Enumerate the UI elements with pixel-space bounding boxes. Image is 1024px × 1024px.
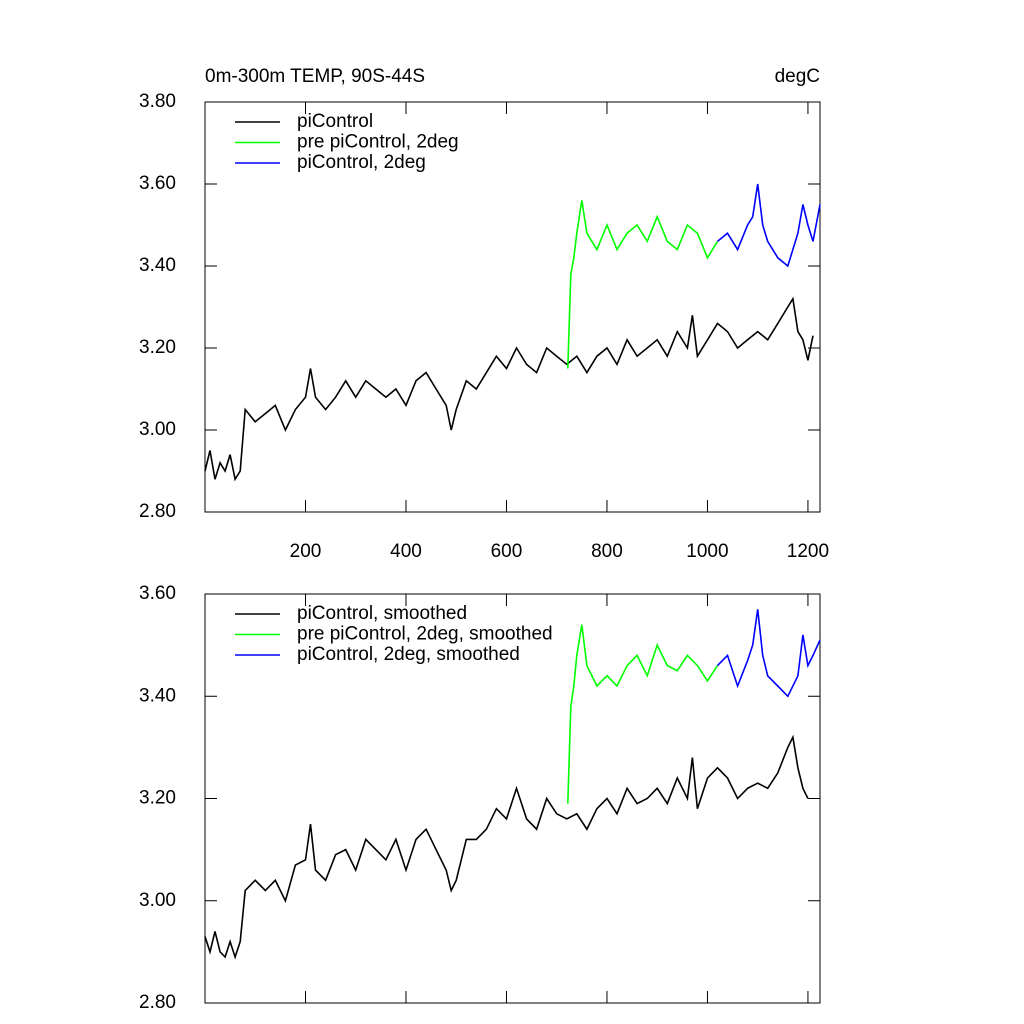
series-line [716,609,821,698]
x-tick-label: 800 [591,541,623,562]
y-tick-label: 3.40 [139,255,176,276]
x-tick-label: 400 [390,541,422,562]
y-tick-label: 3.80 [139,91,176,112]
units-label: degC [775,66,820,87]
y-tick-label: 3.00 [139,890,176,911]
legend-label: piControl, 2deg, smoothed [297,644,520,665]
x-tick-label: 1200 [787,541,829,562]
legend-label: pre piControl, 2deg, smoothed [297,624,553,645]
series-line [567,624,719,804]
series-line [204,296,814,482]
y-tick-label: 3.60 [139,173,176,194]
y-tick-label: 2.80 [139,992,176,1013]
legend-label: piControl, smoothed [297,603,467,624]
series-line [716,183,821,268]
y-tick-label: 3.20 [139,337,176,358]
y-tick-label: 3.00 [139,419,176,440]
legend-label: pre piControl, 2deg [297,132,459,153]
series-line [204,734,809,960]
y-tick-label: 3.40 [139,685,176,706]
x-tick-label: 1000 [686,541,728,562]
plot-frame [204,101,821,513]
x-tick-label: 200 [290,541,322,562]
legend-label: piControl, 2deg [297,152,426,173]
y-tick-label: 2.80 [139,501,176,522]
x-tick-label: 600 [491,541,523,562]
legend-label: piControl [297,111,373,132]
y-tick-label: 3.60 [139,583,176,604]
chart-title: 0m-300m TEMP, 90S-44S [205,66,425,87]
series-line [567,200,719,369]
y-tick-label: 3.20 [139,788,176,809]
